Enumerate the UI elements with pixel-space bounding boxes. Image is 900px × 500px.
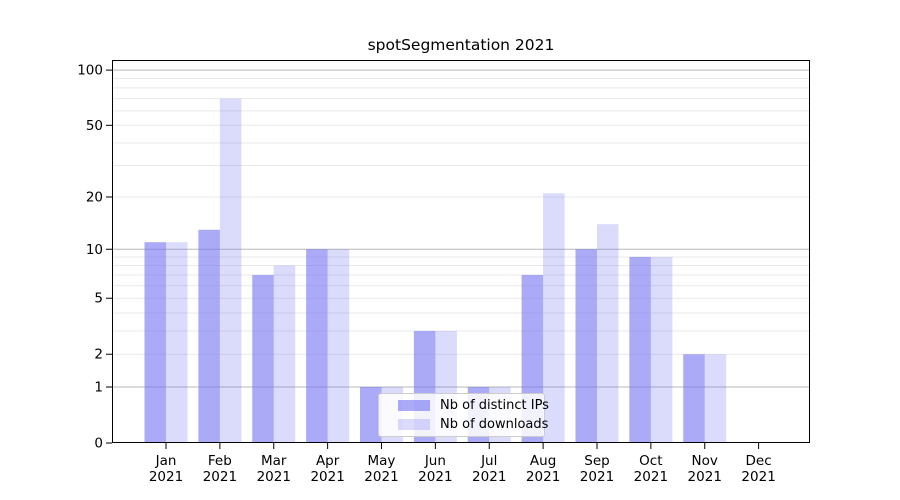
x-tick-label-month: May <box>368 453 396 469</box>
x-tick-label-month: Aug <box>530 453 556 469</box>
x-tick-label-year: 2021 <box>364 469 398 485</box>
x-tick-label-month: Oct <box>639 453 662 469</box>
bar-nb-of-distinct-ips-oct <box>629 256 651 443</box>
y-tick-label: 20 <box>86 190 103 206</box>
bar-nb-of-distinct-ips-mar <box>252 274 274 443</box>
bar-nb-of-distinct-ips-jan <box>144 242 166 443</box>
x-tick-label-year: 2021 <box>580 469 614 485</box>
bar-nb-of-downloads-oct <box>650 256 673 443</box>
bar-nb-of-downloads-jan <box>166 242 188 443</box>
x-tick-label-month: Jan <box>155 453 177 469</box>
x-tick-label-month: Jun <box>424 453 446 469</box>
x-tick-label-month: Sep <box>584 453 609 469</box>
x-tick-label-year: 2021 <box>472 469 506 485</box>
x-tick-label-month: Mar <box>261 453 287 469</box>
x-tick-label-month: Feb <box>208 453 232 469</box>
y-tick-label: 1 <box>94 379 103 395</box>
x-tick-label-year: 2021 <box>203 469 237 485</box>
legend-label-distinct-ips: Nb of distinct IPs <box>440 398 549 413</box>
x-tick-label-month: Jul <box>480 453 497 469</box>
x-tick-label-month: Nov <box>692 453 718 469</box>
legend: Nb of distinct IPs Nb of downloads <box>378 393 549 437</box>
y-tick-label: 50 <box>86 118 103 134</box>
bar-nb-of-distinct-ips-sep <box>575 249 597 443</box>
chart-title: spotSegmentation 2021 <box>367 36 555 54</box>
plot-border <box>112 60 810 443</box>
y-tick-label: 0 <box>94 436 103 452</box>
legend-swatch-distinct-ips-icon <box>398 400 430 411</box>
x-tick-label-year: 2021 <box>418 469 452 485</box>
legend-label-downloads: Nb of downloads <box>440 417 549 432</box>
y-tick-label: 5 <box>94 291 103 307</box>
bar-nb-of-distinct-ips-nov <box>683 354 705 443</box>
x-tick-label-year: 2021 <box>634 469 668 485</box>
bar-nb-of-downloads-nov <box>704 354 727 443</box>
bar-nb-of-downloads-aug <box>543 193 565 443</box>
x-tick-label-month: Dec <box>746 453 772 469</box>
bar-nb-of-downloads-sep <box>596 224 619 443</box>
bar-nb-of-distinct-ips-feb <box>198 229 220 443</box>
x-tick-label-month: Apr <box>316 453 340 469</box>
x-tick-label-year: 2021 <box>149 469 183 485</box>
x-tick-label-year: 2021 <box>526 469 560 485</box>
x-tick-label-year: 2021 <box>310 469 344 485</box>
y-tick-label: 2 <box>94 347 103 363</box>
x-tick-label-year: 2021 <box>688 469 722 485</box>
x-tick-label-year: 2021 <box>257 469 291 485</box>
legend-entry-distinct-ips: Nb of distinct IPs <box>379 398 549 413</box>
bar-nb-of-downloads-apr <box>327 249 350 443</box>
legend-entry-downloads: Nb of downloads <box>379 417 548 432</box>
bar-nb-of-distinct-ips-apr <box>306 249 328 443</box>
y-tick-label: 100 <box>77 63 103 79</box>
x-tick-label-year: 2021 <box>741 469 775 485</box>
bar-nb-of-distinct-ips-may <box>359 386 382 443</box>
bar-nb-of-downloads-mar <box>273 265 296 443</box>
legend-swatch-downloads-icon <box>398 419 430 430</box>
bar-nb-of-downloads-feb <box>219 98 242 443</box>
y-tick-label: 10 <box>86 242 103 258</box>
